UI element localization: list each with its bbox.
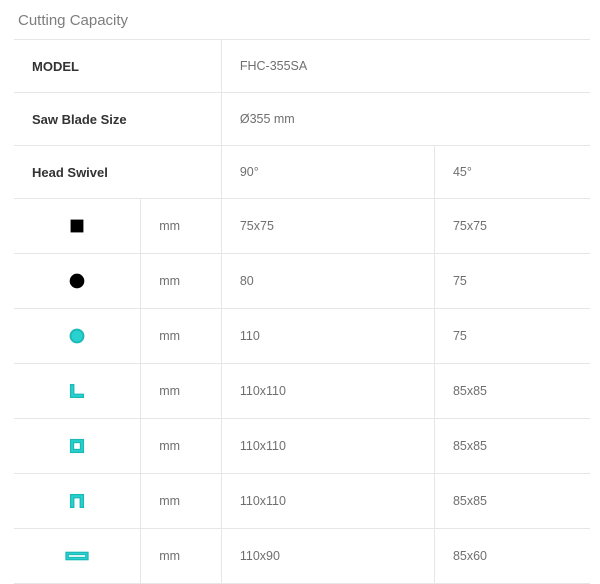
- table-row: mm75x7575x75: [14, 199, 590, 254]
- capacity-table: MODEL FHC-355SA Saw Blade Size Ø355 mm H…: [14, 39, 590, 584]
- table-row: mm110x11085x85: [14, 474, 590, 529]
- value-45: 75: [434, 254, 590, 309]
- solid-square-icon: [14, 199, 141, 254]
- unit-cell: mm: [141, 199, 222, 254]
- table-row: mm11075: [14, 309, 590, 364]
- unit-cell: mm: [141, 309, 222, 364]
- value-45: 75: [434, 309, 590, 364]
- value-90: 110x90: [221, 529, 434, 584]
- model-value: FHC-355SA: [221, 40, 590, 93]
- unit-cell: mm: [141, 529, 222, 584]
- table-row: mm110x9085x60: [14, 529, 590, 584]
- value-90: 75x75: [221, 199, 434, 254]
- model-label: MODEL: [14, 40, 221, 93]
- value-45: 85x85: [434, 419, 590, 474]
- row-model: MODEL FHC-355SA: [14, 40, 590, 93]
- swivel-45: 45°: [434, 146, 590, 199]
- section-title: Cutting Capacity: [18, 12, 590, 29]
- value-90: 80: [221, 254, 434, 309]
- table-row: mm8075: [14, 254, 590, 309]
- blade-label: Saw Blade Size: [14, 93, 221, 146]
- blade-value: Ø355 mm: [221, 93, 590, 146]
- value-90: 110: [221, 309, 434, 364]
- value-45: 85x85: [434, 474, 590, 529]
- angle-icon: [14, 364, 141, 419]
- unit-cell: mm: [141, 364, 222, 419]
- value-45: 75x75: [434, 199, 590, 254]
- solid-circle-icon: [14, 254, 141, 309]
- value-90: 110x110: [221, 419, 434, 474]
- hollow-circle-icon: [14, 309, 141, 364]
- row-swivel: Head Swivel 90° 45°: [14, 146, 590, 199]
- hollow-square-icon: [14, 419, 141, 474]
- swivel-label: Head Swivel: [14, 146, 221, 199]
- unit-cell: mm: [141, 419, 222, 474]
- unit-cell: mm: [141, 474, 222, 529]
- flat-rect-icon: [14, 529, 141, 584]
- value-45: 85x60: [434, 529, 590, 584]
- row-blade: Saw Blade Size Ø355 mm: [14, 93, 590, 146]
- table-row: mm110x11085x85: [14, 364, 590, 419]
- value-45: 85x85: [434, 364, 590, 419]
- value-90: 110x110: [221, 474, 434, 529]
- channel-icon: [14, 474, 141, 529]
- value-90: 110x110: [221, 364, 434, 419]
- unit-cell: mm: [141, 254, 222, 309]
- table-row: mm110x11085x85: [14, 419, 590, 474]
- swivel-90: 90°: [221, 146, 434, 199]
